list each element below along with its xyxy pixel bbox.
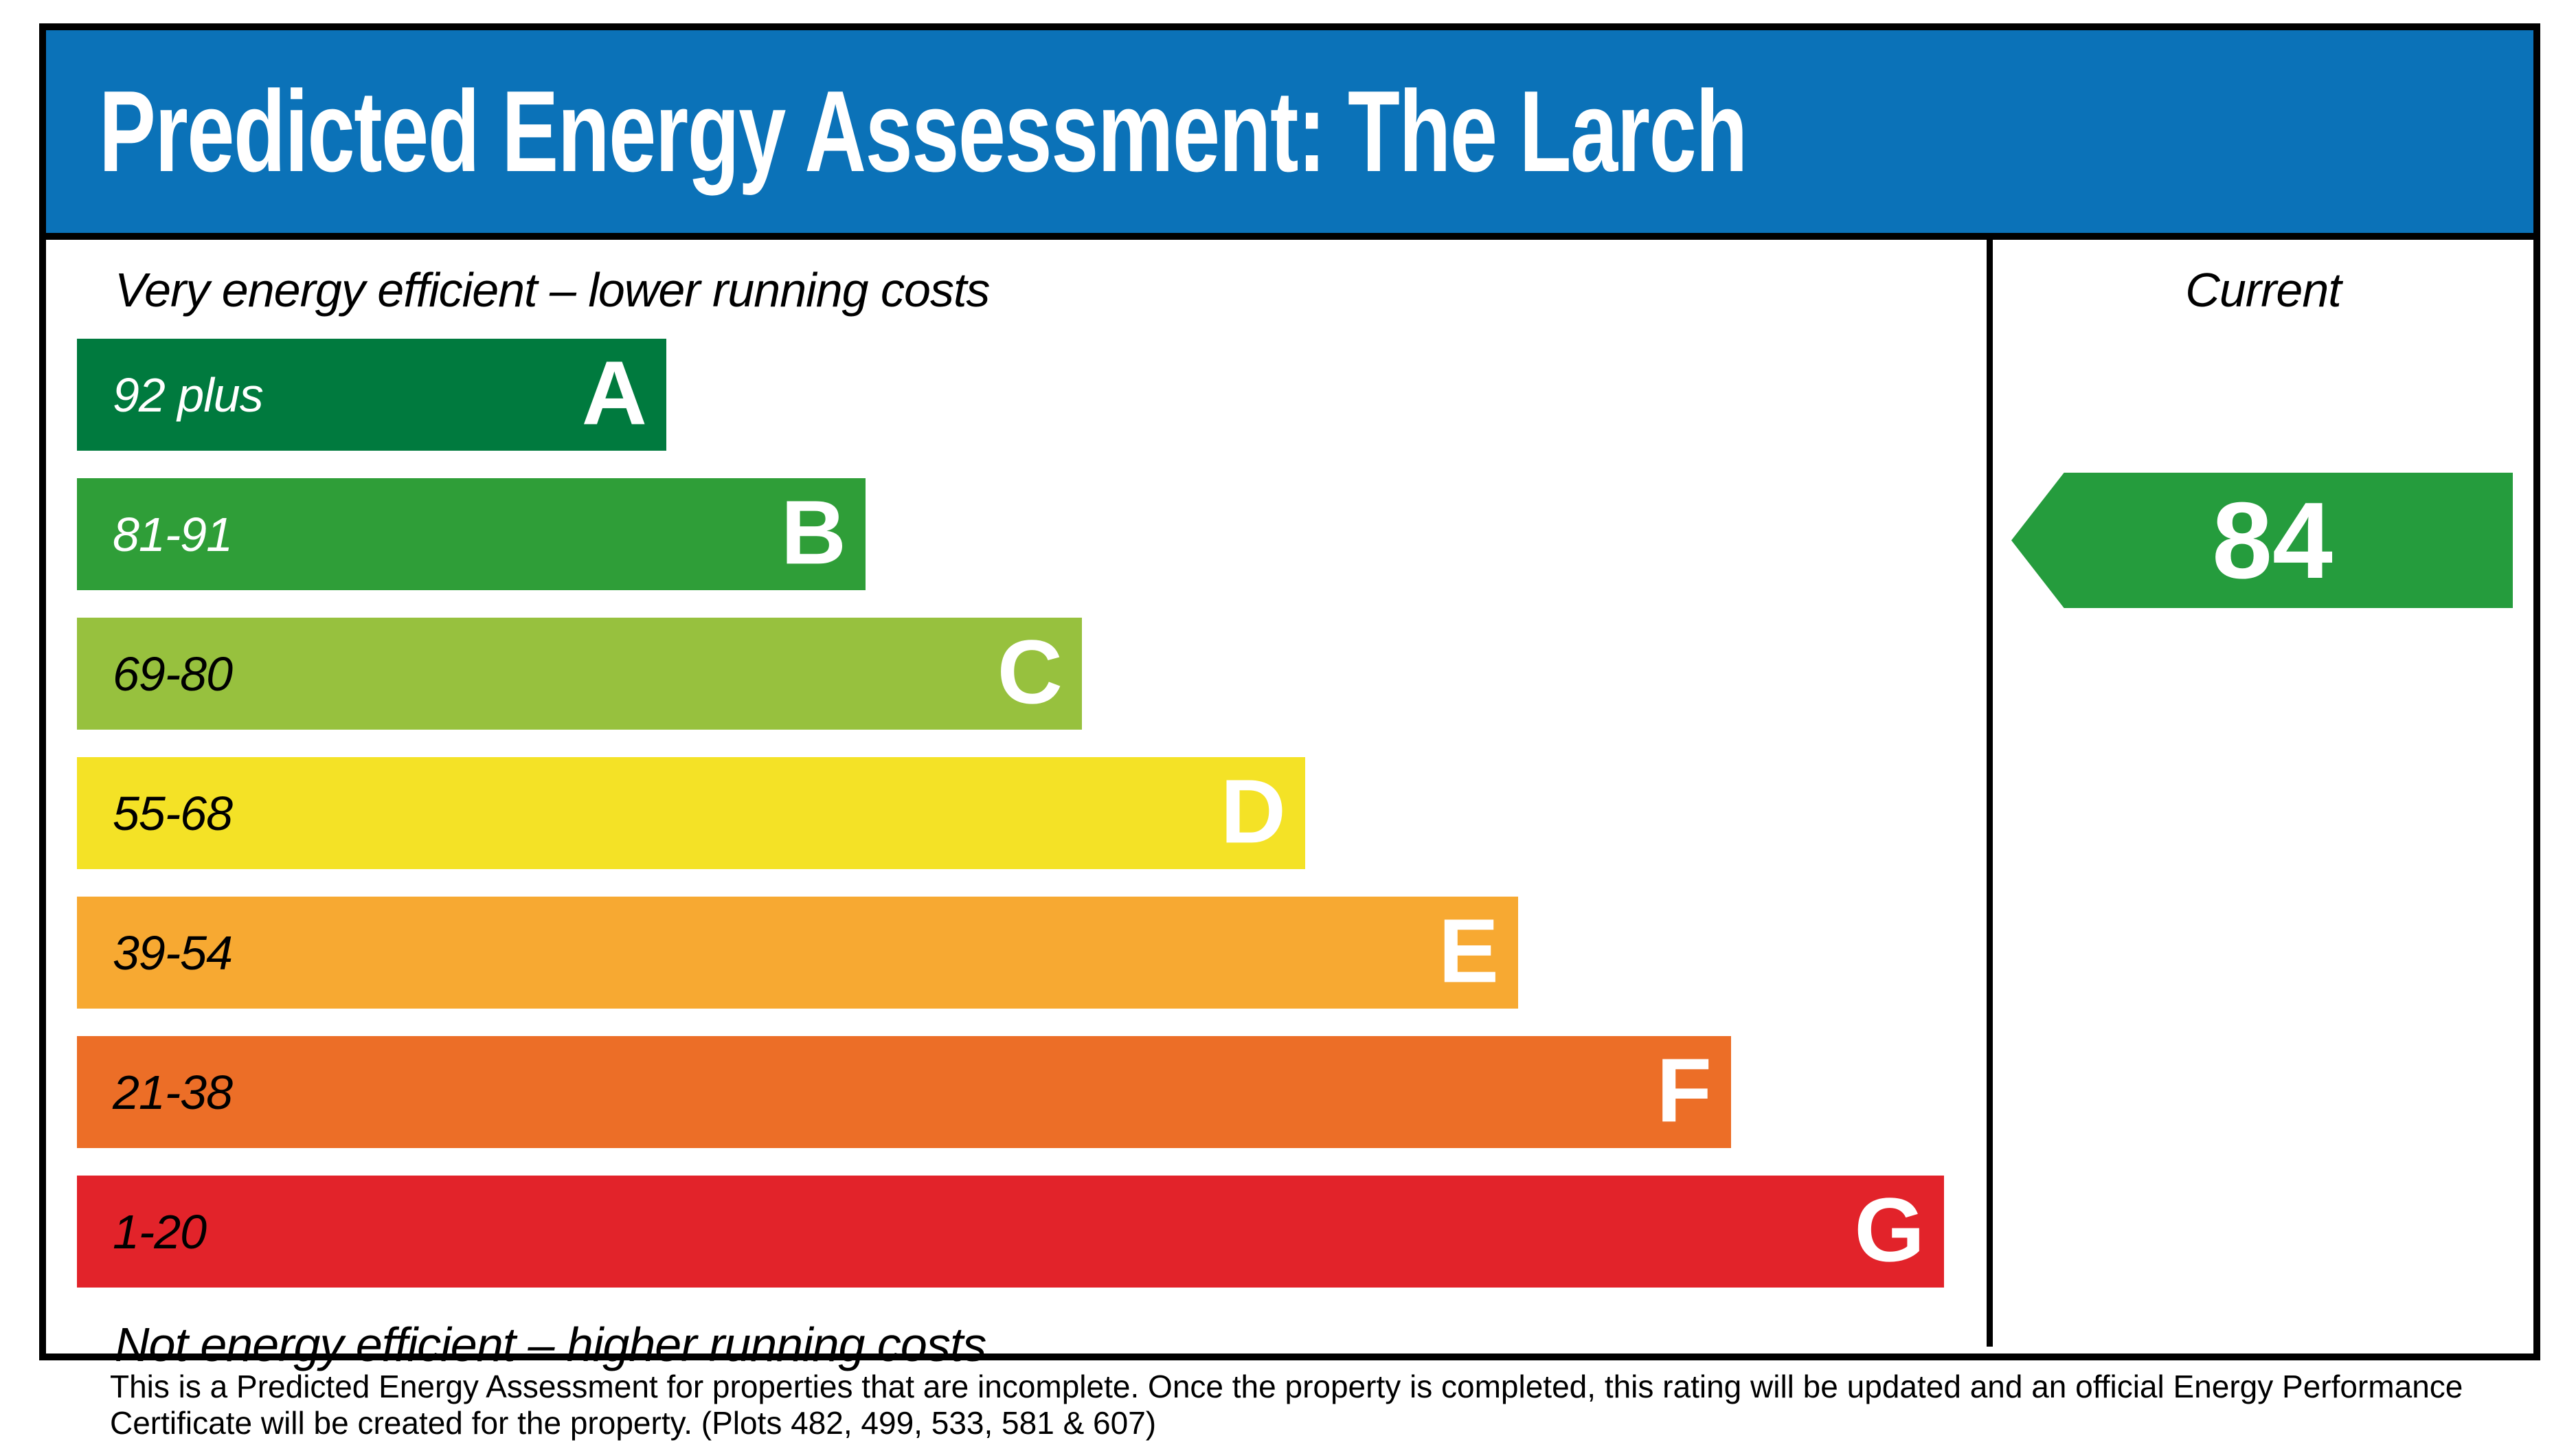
current-column: Current 84: [1993, 240, 2533, 1347]
footer-note: This is a Predicted Energy Assessment fo…: [110, 1369, 2463, 1441]
epc-band-range: 81-91: [113, 507, 233, 561]
epc-band-bar: 39-54 E: [77, 897, 1518, 1009]
epc-band-bar: 1-20 G: [77, 1176, 1944, 1288]
epc-band-row: 55-68 D: [77, 757, 1987, 869]
epc-band-bar: 21-38 F: [77, 1036, 1731, 1148]
top-axis-label: Very energy efficient – lower running co…: [115, 263, 990, 317]
epc-band-range: 69-80: [113, 647, 233, 701]
current-rating-value: 84: [2212, 480, 2333, 601]
chart-title: Predicted Energy Assessment: The Larch: [98, 67, 1748, 196]
epc-band-bar: 92 plus A: [77, 339, 666, 451]
epc-band-bar: 69-80 C: [77, 618, 1082, 730]
epc-band-letter: B: [780, 481, 846, 583]
rating-scale-area: Very energy efficient – lower running co…: [46, 240, 1993, 1371]
epc-band-letter: A: [581, 341, 647, 443]
epc-band-row: 39-54 E: [77, 897, 1987, 1009]
epc-band-letter: C: [997, 620, 1063, 722]
epc-band-letter: E: [1438, 899, 1499, 1001]
epc-band-range: 1-20: [113, 1204, 207, 1259]
epc-band-letter: F: [1656, 1039, 1712, 1141]
band-list: 92 plus A 81-91 B 69-80 C 55-68 D 39-54 …: [77, 339, 1987, 1288]
epc-band-range: 55-68: [113, 786, 233, 840]
epc-chart: Predicted Energy Assessment: The Larch V…: [39, 23, 2540, 1371]
bottom-axis-label: Not energy efficient – higher running co…: [115, 1318, 986, 1371]
epc-band-row: 81-91 B: [77, 478, 1987, 590]
epc-band-range: 92 plus: [113, 368, 264, 422]
epc-band-row: 92 plus A: [77, 339, 1987, 451]
epc-band-letter: D: [1220, 760, 1286, 862]
current-rating-arrow: 84: [2011, 473, 2513, 608]
epc-band-row: 1-20 G: [77, 1176, 1987, 1288]
epc-band-range: 21-38: [113, 1065, 233, 1119]
epc-band-range: 39-54: [113, 925, 233, 980]
epc-band-bar: 55-68 D: [77, 757, 1305, 869]
epc-band-row: 69-80 C: [77, 618, 1987, 730]
epc-band-letter: G: [1854, 1178, 1925, 1280]
epc-band-row: 21-38 F: [77, 1036, 1987, 1148]
chart-body: Very energy efficient – lower running co…: [46, 240, 2533, 1371]
chart-header: Predicted Energy Assessment: The Larch: [46, 30, 2533, 240]
current-column-heading: Current: [2185, 263, 2341, 317]
epc-band-bar: 81-91 B: [77, 478, 866, 590]
